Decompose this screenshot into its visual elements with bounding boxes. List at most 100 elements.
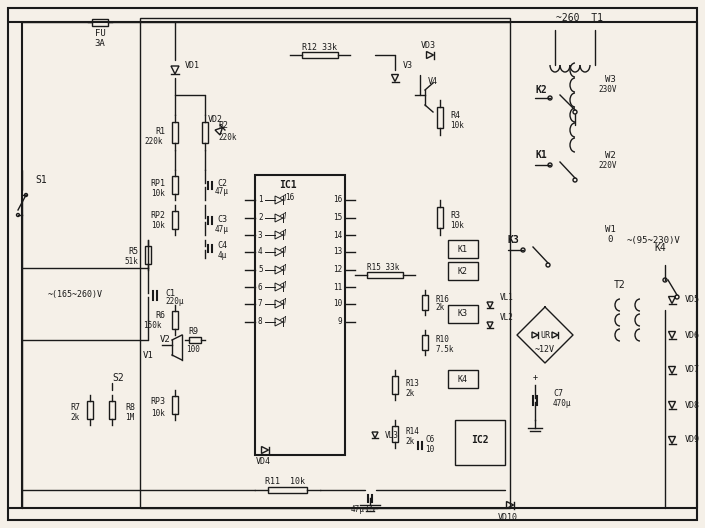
Text: V3: V3 bbox=[403, 61, 413, 70]
Text: C4: C4 bbox=[217, 241, 227, 250]
Text: R15 33k: R15 33k bbox=[367, 262, 399, 271]
Text: +: + bbox=[532, 373, 537, 382]
Text: W3: W3 bbox=[605, 76, 615, 84]
Text: 2k: 2k bbox=[405, 389, 415, 398]
Bar bbox=[455, 420, 505, 465]
Text: K1: K1 bbox=[458, 244, 468, 253]
Text: K3: K3 bbox=[508, 235, 520, 245]
Text: VD4: VD4 bbox=[255, 457, 271, 467]
Text: T2: T2 bbox=[614, 280, 626, 290]
Text: VL3: VL3 bbox=[385, 430, 399, 439]
Text: VD3: VD3 bbox=[420, 41, 436, 50]
Text: 0: 0 bbox=[607, 235, 613, 244]
Text: 47μ: 47μ bbox=[215, 224, 229, 233]
Text: R16: R16 bbox=[435, 296, 449, 305]
Text: 4: 4 bbox=[258, 248, 263, 257]
Text: 230V: 230V bbox=[599, 86, 618, 95]
Text: R2: R2 bbox=[218, 120, 228, 129]
Bar bbox=[255, 175, 345, 455]
Text: R6: R6 bbox=[155, 310, 165, 319]
Text: VD10: VD10 bbox=[498, 513, 518, 522]
Text: 3: 3 bbox=[258, 231, 263, 240]
Text: 10k: 10k bbox=[151, 222, 165, 231]
Text: K4: K4 bbox=[654, 243, 666, 253]
Text: R13: R13 bbox=[405, 379, 419, 388]
Text: K3: K3 bbox=[458, 309, 468, 318]
Text: 47μ: 47μ bbox=[351, 505, 365, 514]
Bar bbox=[448, 305, 478, 323]
Text: 47μ: 47μ bbox=[215, 187, 229, 196]
Text: R9: R9 bbox=[188, 327, 198, 336]
Text: C2: C2 bbox=[217, 178, 227, 187]
Text: 3A: 3A bbox=[94, 39, 105, 48]
Text: VD2: VD2 bbox=[207, 116, 223, 125]
Text: R10: R10 bbox=[435, 335, 449, 344]
Text: 10k: 10k bbox=[151, 188, 165, 197]
Text: ~(95~230)V: ~(95~230)V bbox=[626, 235, 680, 244]
Text: VD6: VD6 bbox=[685, 331, 700, 340]
Text: R3: R3 bbox=[450, 211, 460, 220]
Text: RP1: RP1 bbox=[150, 178, 165, 187]
Text: V2: V2 bbox=[159, 335, 171, 344]
Text: UR: UR bbox=[540, 331, 550, 340]
Text: IC1: IC1 bbox=[279, 180, 297, 190]
Text: K1: K1 bbox=[535, 150, 547, 160]
Text: C3: C3 bbox=[217, 215, 227, 224]
Text: 2k: 2k bbox=[405, 438, 415, 447]
Bar bbox=[448, 240, 478, 258]
Text: R7: R7 bbox=[70, 402, 80, 411]
Text: 10k: 10k bbox=[450, 221, 464, 230]
Text: R5: R5 bbox=[128, 248, 138, 257]
Text: C5: C5 bbox=[365, 505, 375, 514]
Text: S1: S1 bbox=[35, 175, 47, 185]
Text: R11  10k: R11 10k bbox=[265, 477, 305, 486]
Text: 220V: 220V bbox=[599, 161, 618, 169]
Text: R1: R1 bbox=[155, 127, 165, 137]
Text: 220k: 220k bbox=[145, 137, 163, 146]
Text: 2k: 2k bbox=[70, 413, 80, 422]
Text: R12 33k: R12 33k bbox=[302, 42, 338, 52]
Text: C6: C6 bbox=[425, 436, 434, 445]
Text: R8: R8 bbox=[125, 402, 135, 411]
Text: 10: 10 bbox=[425, 446, 434, 455]
Text: 14: 14 bbox=[333, 231, 342, 240]
Text: RP2: RP2 bbox=[150, 211, 165, 220]
Text: FU: FU bbox=[94, 30, 105, 39]
Text: C1: C1 bbox=[165, 288, 175, 297]
Text: 8: 8 bbox=[258, 317, 263, 326]
Bar bbox=[92, 18, 108, 25]
Text: K2: K2 bbox=[458, 267, 468, 276]
Text: 16: 16 bbox=[333, 195, 342, 204]
Text: 100: 100 bbox=[186, 344, 200, 354]
Text: VL2: VL2 bbox=[500, 314, 514, 323]
Text: 7.5k: 7.5k bbox=[435, 345, 453, 354]
Bar bbox=[448, 370, 478, 388]
Text: 5: 5 bbox=[258, 266, 263, 275]
Text: 220k: 220k bbox=[218, 133, 236, 142]
Text: W1: W1 bbox=[605, 225, 615, 234]
Text: 12: 12 bbox=[333, 266, 342, 275]
Text: 6: 6 bbox=[258, 282, 263, 291]
Text: 51k: 51k bbox=[124, 258, 138, 267]
Text: VD9: VD9 bbox=[685, 436, 700, 445]
Text: 150k: 150k bbox=[144, 320, 162, 329]
Text: K2: K2 bbox=[535, 85, 547, 95]
Text: 2k: 2k bbox=[435, 304, 444, 313]
Text: V1: V1 bbox=[142, 351, 154, 360]
Text: 220μ: 220μ bbox=[165, 297, 183, 306]
Text: 7: 7 bbox=[258, 299, 263, 308]
Text: 1: 1 bbox=[258, 195, 263, 204]
Text: S2: S2 bbox=[112, 373, 124, 383]
Text: 1M: 1M bbox=[125, 413, 134, 422]
Text: 2: 2 bbox=[258, 213, 263, 222]
Text: VL1: VL1 bbox=[500, 294, 514, 303]
Text: 10k: 10k bbox=[151, 409, 165, 418]
Text: C7: C7 bbox=[553, 389, 563, 398]
Text: 15: 15 bbox=[333, 213, 342, 222]
Text: ~(165~260)V: ~(165~260)V bbox=[48, 290, 103, 299]
Text: 4μ: 4μ bbox=[217, 250, 226, 259]
Bar bbox=[140, 18, 510, 508]
Text: VD1: VD1 bbox=[185, 61, 200, 70]
Bar bbox=[448, 262, 478, 280]
Text: R14: R14 bbox=[405, 428, 419, 437]
